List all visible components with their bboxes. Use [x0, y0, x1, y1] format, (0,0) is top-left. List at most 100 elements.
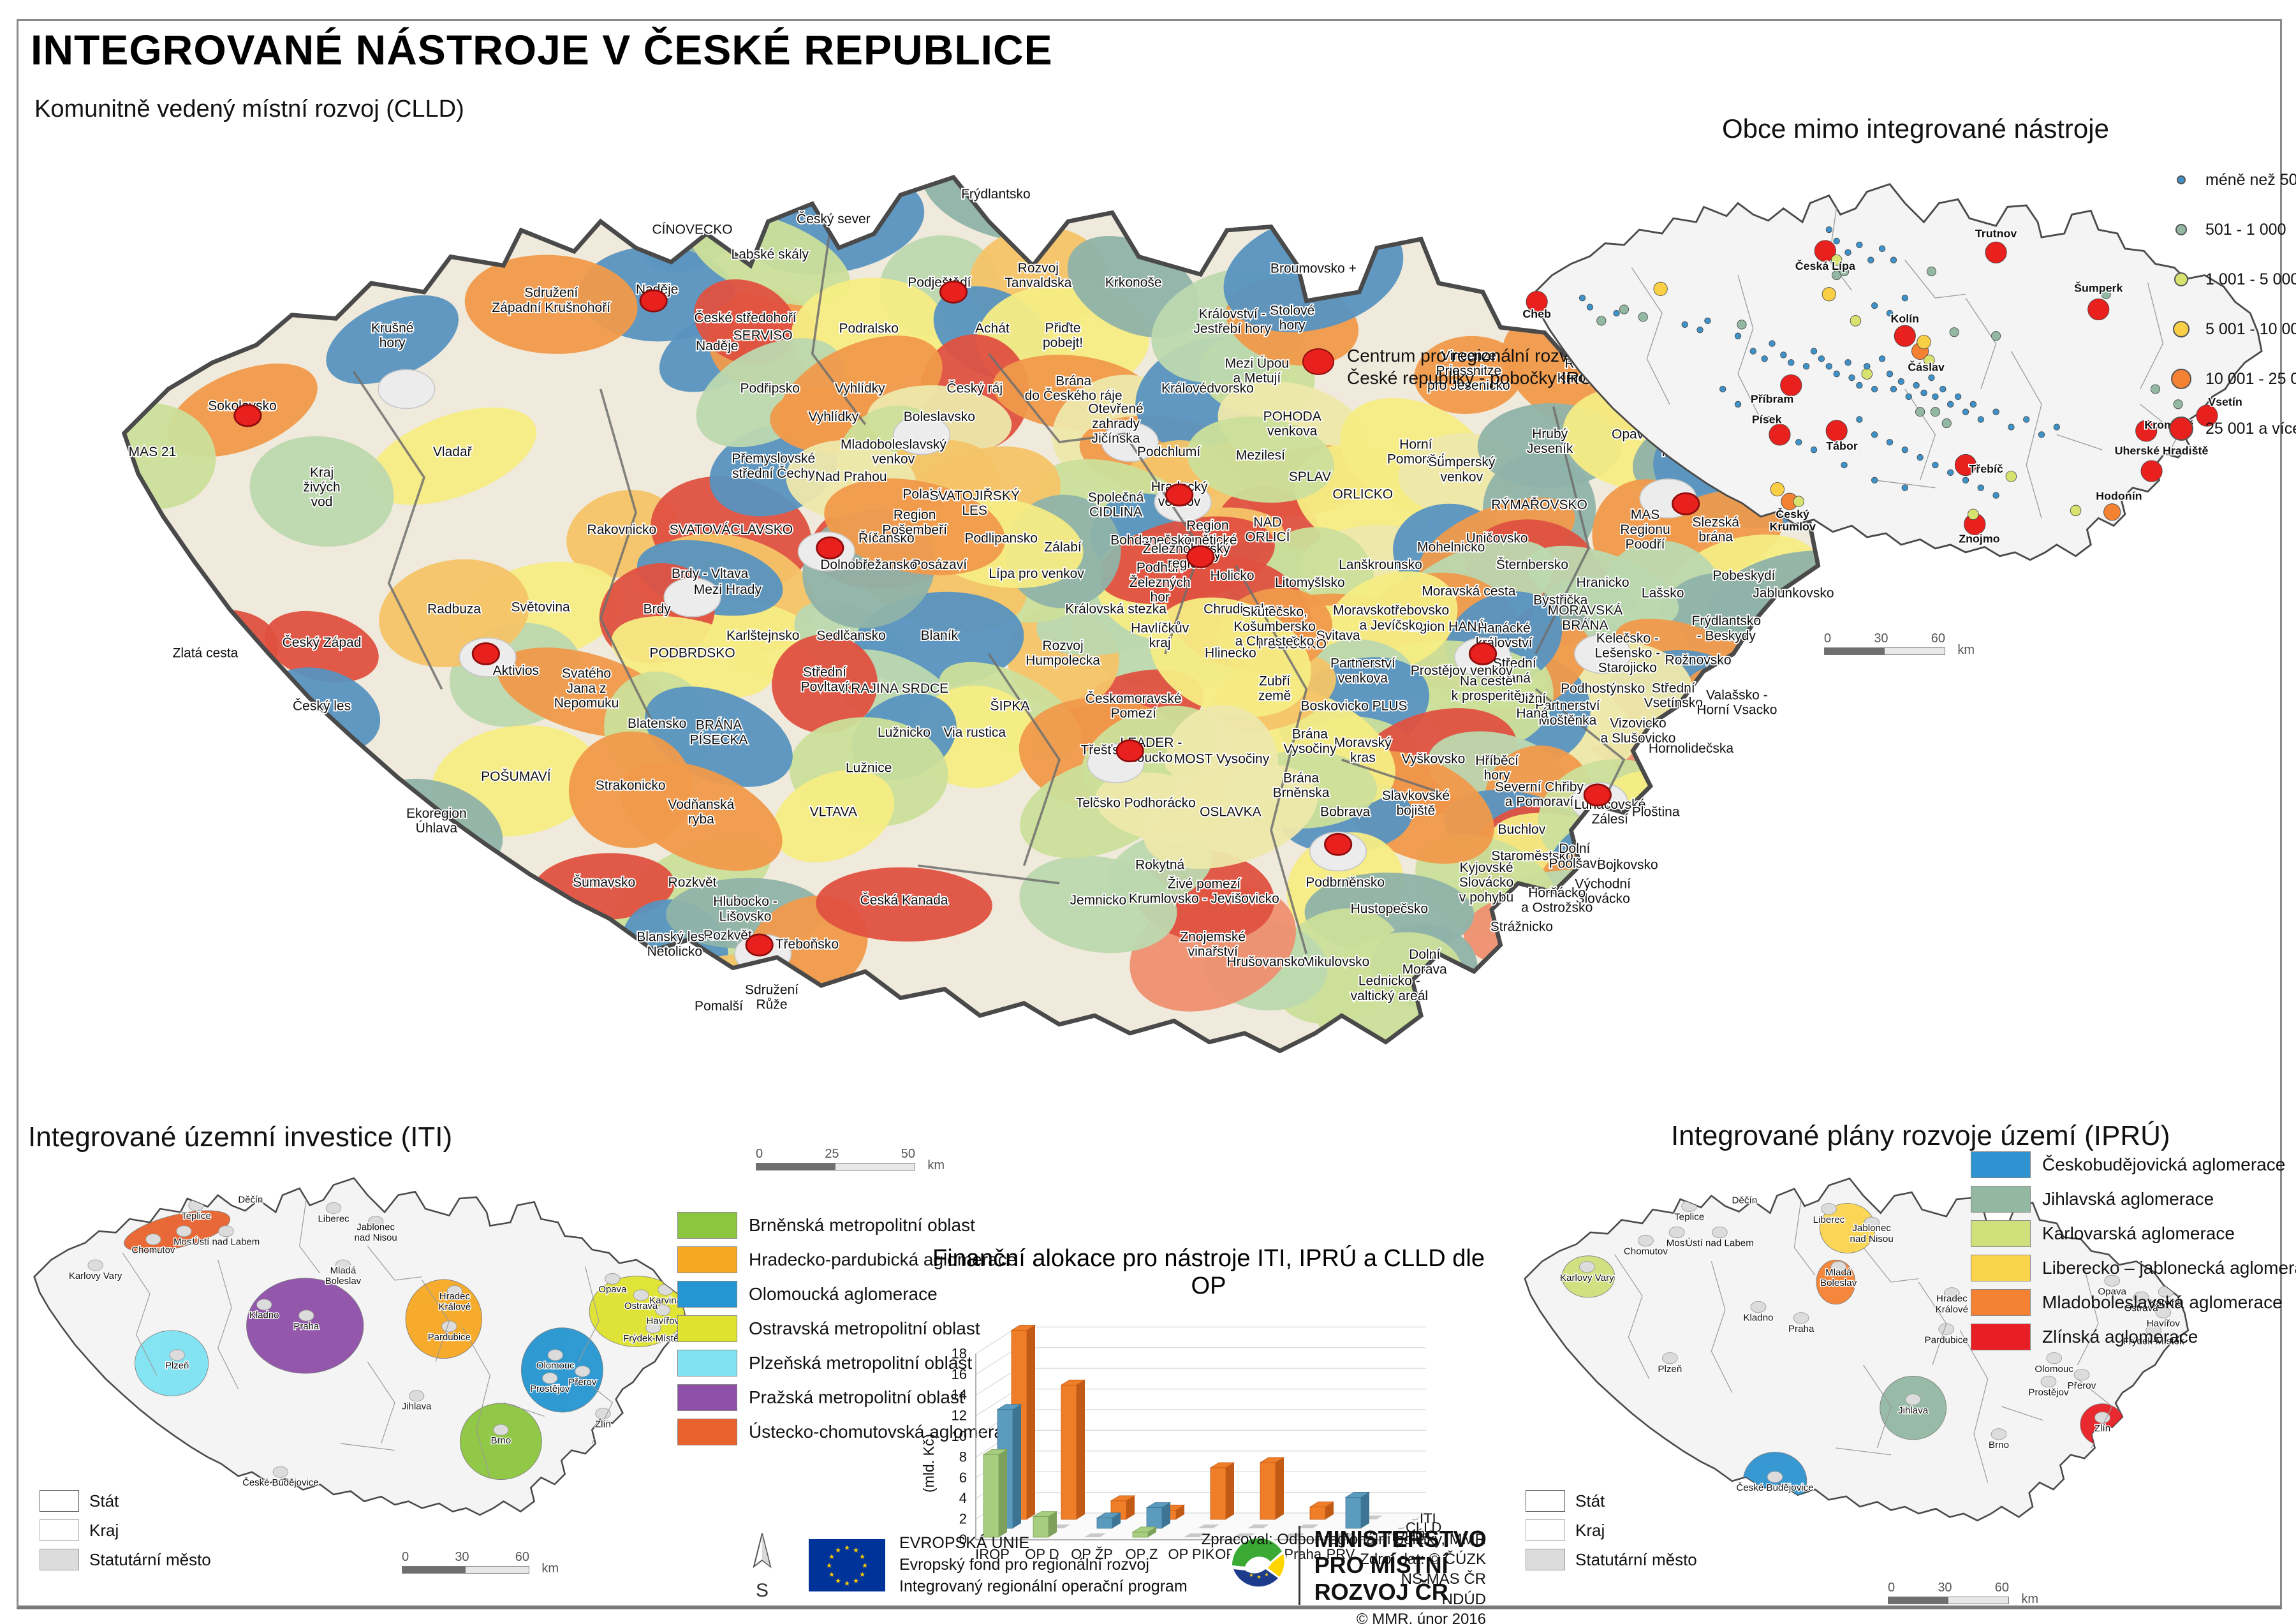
svg-text:★: ★ [1249, 1572, 1253, 1578]
map-label: Brno [491, 1435, 511, 1446]
map-label: Severní Chřiby a Pomoraví [1495, 779, 1584, 809]
municipality-dot [1780, 351, 1787, 358]
map-label: Mikulovsko [1303, 955, 1369, 970]
bar-ITI-OP D [1061, 1384, 1077, 1520]
map-label: Blanský les -Netolicko [637, 929, 712, 959]
irop-office-dot [816, 536, 844, 559]
depth-axis-label: CLLD [1406, 1519, 1441, 1535]
legend-item-label: Českobudějovická aglomerace [2042, 1155, 2286, 1174]
map-label: Frýdek-Místek [2123, 1336, 2184, 1347]
map-label: Jemnicko [1070, 893, 1126, 908]
municipality-dot [1839, 266, 1850, 277]
legend-item: 5 001 - 10 000 [2167, 315, 2296, 343]
municipality-dot [1897, 378, 1905, 385]
municipality-dot [2008, 424, 2015, 431]
map-label: POŠUMAVÍ [481, 769, 551, 784]
legend-item: Mladoboleslavská aglomerace [1971, 1289, 2296, 1316]
map-label: Východní Slovácko [1575, 876, 1631, 906]
map-label: Hrubý Jeseník [1527, 427, 1573, 456]
statutory-city-area [408, 1390, 425, 1402]
map-label: Blaník [921, 628, 959, 643]
page-title: INTEGROVANÉ NÁSTROJE V ČESKÉ REPUBLICE [31, 26, 1053, 73]
statutory-city-area [272, 1466, 288, 1478]
municipality-dot [1833, 237, 1840, 245]
map-label: Živé pomezí Krumlovsko - Jevišovicko [1129, 876, 1279, 906]
map-label: Slavkovské bojiště [1382, 788, 1450, 818]
statutory-city-area [1767, 1471, 1783, 1483]
municipality-dot [2140, 460, 2163, 482]
clld-region-area [265, 610, 379, 683]
map-label: Pardubice [428, 1332, 471, 1343]
municipality-dot [2150, 384, 2161, 394]
map-label: Hříběcí hory [1475, 753, 1519, 783]
legend-swatch [40, 1549, 79, 1570]
map-label: Na cestě k prosperitě [1452, 674, 1522, 703]
municipality-dot [1939, 385, 1946, 393]
municipality-dot [1871, 385, 1878, 393]
map-label: Šumperk [2074, 281, 2123, 295]
municipality-dot [1915, 407, 1925, 417]
map-label: Karlštejnsko [726, 628, 799, 643]
statutory-city-area [2145, 1324, 2162, 1336]
map-label: Vyškovsko [1402, 752, 1466, 767]
map-label: Dolní Poolšaví [1549, 841, 1601, 871]
legend-swatch [1971, 1255, 2031, 1281]
municipality-dot [1886, 309, 1894, 317]
eu-program-label: EVROPSKÁ UNIE Evropský fond pro regionál… [899, 1534, 1188, 1595]
legend-item: Kraj [1526, 1519, 1697, 1541]
map-label: Pardubice [1925, 1334, 1968, 1345]
map-label: Ústí nad Labem [193, 1237, 260, 1248]
map-label: Lípa pro venkov [989, 566, 1084, 581]
statutory-city-area [441, 1320, 457, 1332]
svg-text:★: ★ [853, 1577, 859, 1585]
municipality-dot [1841, 461, 1848, 469]
municipality-dot [1780, 374, 1802, 397]
map-label: Českomoravské Pomezí [1085, 691, 1182, 721]
map-label: Rakovnicko [587, 522, 657, 537]
kraj-border [2010, 351, 2042, 519]
statutory-city-area [633, 1289, 649, 1301]
map-label: Rozvoj Tanvaldska [1004, 261, 1071, 290]
municipality-dot [1814, 240, 1836, 262]
municipality-dot [1871, 302, 1878, 309]
municipality-dot [1926, 266, 1937, 277]
municipality-dot [2103, 503, 2121, 521]
statutory-city-area [218, 1225, 234, 1237]
legend-item-label: Hradecko-pardubická aglomerace [749, 1250, 1017, 1269]
map-label: Partnerství venkova [1330, 656, 1395, 686]
size-class-dot-icon [2167, 365, 2195, 393]
zero-marker [1247, 1524, 1269, 1528]
clld-region-area [249, 436, 394, 547]
municipality-dot [1810, 348, 1818, 355]
municipality-dot [1619, 304, 1630, 314]
map-label: Hornolidečska [1649, 741, 1733, 756]
statutory-city-area [1736, 1183, 1753, 1195]
municipality-dot [1867, 256, 1874, 263]
map-label: Opava [2098, 1287, 2126, 1297]
municipality-dot [1596, 316, 1607, 326]
map-label: Achát [975, 321, 1010, 336]
map-label: Zlatá cesta [173, 646, 239, 661]
legend-item: Stát [40, 1490, 211, 1512]
kraj-border [2077, 1268, 2099, 1366]
legend-item-label: Liberecko – jablonecká aglomerace [2042, 1258, 2296, 1278]
clld-region-area [124, 402, 216, 510]
bar-ITI-OP PIK [1210, 1467, 1226, 1520]
map-label: Stolové hory [1270, 303, 1314, 332]
municipality-dot [2038, 431, 2045, 438]
municipality-dot [1770, 482, 1785, 497]
map-label: Přerov [568, 1377, 596, 1387]
municipality-dot [1928, 374, 1935, 381]
map-label: Šternbersko [1496, 557, 1568, 572]
map-label: Říčansko [858, 531, 915, 546]
legend-item: 25 001 a více [2167, 415, 2296, 443]
statutory-city-area [655, 1304, 671, 1316]
municipality-dot [1761, 355, 1768, 362]
zero-marker [1184, 1533, 1205, 1537]
map-label: MORAVSKÁ BRÁNA [1548, 603, 1623, 633]
map-label: Horňácko a Ostrožsko [1521, 885, 1593, 915]
map-label: Vodňanská ryba [668, 797, 734, 827]
map-label: Jihlava [402, 1401, 432, 1412]
bar-CLLD-OP ŽP [1096, 1517, 1113, 1529]
map-label: Znojmo [1959, 532, 2000, 545]
